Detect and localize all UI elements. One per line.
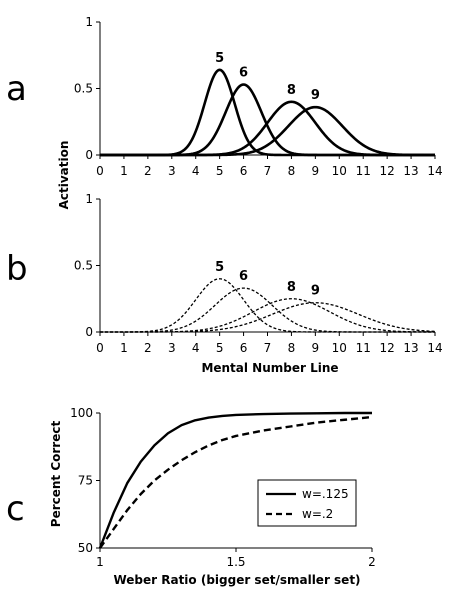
x-tick-label: 6 [240, 164, 248, 178]
curve-label-9: 9 [311, 284, 320, 299]
curve-5 [100, 68, 435, 157]
y-tick-label: 1 [85, 192, 93, 206]
weber-ratio-axis-title: Weber Ratio (bigger set/smaller set) [113, 573, 360, 587]
x-tick-label: 0 [96, 164, 104, 178]
curve-8 [100, 298, 435, 333]
panel-a-letter: a [6, 69, 27, 109]
x-tick-label: 4 [192, 341, 200, 355]
curve-label-5: 5 [215, 260, 224, 275]
curve-label-9: 9 [311, 88, 320, 103]
x-tick-label: 7 [264, 341, 272, 355]
y-tick-label: 50 [78, 541, 93, 555]
curve-label-6: 6 [239, 269, 248, 284]
x-tick-label: 2 [368, 555, 376, 569]
x-tick-label: 2 [144, 164, 152, 178]
x-tick-label: 3 [168, 164, 176, 178]
x-tick-label: 12 [380, 341, 395, 355]
legend-box [257, 479, 357, 527]
x-tick-label: 5 [216, 164, 224, 178]
x-tick-label: 11 [356, 164, 371, 178]
x-tick-label: 6 [240, 341, 248, 355]
x-tick-label: 5 [216, 341, 224, 355]
curve-label-8: 8 [287, 280, 296, 295]
y-tick-label: 100 [70, 406, 93, 420]
x-tick-label: 14 [427, 164, 442, 178]
curve-9 [100, 105, 435, 157]
x-tick-label: 11 [356, 341, 371, 355]
x-tick-label: 13 [403, 341, 418, 355]
legend-entry: w=.125 [302, 487, 349, 501]
x-tick-label: 1.5 [226, 555, 245, 569]
x-tick-label: 1 [96, 555, 104, 569]
y-tick-label: 0.5 [74, 259, 93, 273]
y-tick-label: 0 [85, 325, 93, 339]
x-tick-label: 13 [403, 164, 418, 178]
curve-9 [100, 302, 436, 333]
legend-entry: w=.2 [302, 507, 333, 521]
activation-axis-title: Activation [57, 141, 71, 210]
panel-c-letter: c [6, 489, 25, 529]
percent-correct-axis-title: Percent Correct [49, 421, 63, 528]
curve-6 [100, 287, 435, 333]
x-tick-label: 1 [120, 341, 128, 355]
x-tick-label: 1 [120, 164, 128, 178]
x-tick-label: 14 [427, 341, 442, 355]
series-line-1 [98, 411, 372, 549]
x-tick-label: 8 [288, 164, 296, 178]
x-tick-label: 2 [144, 341, 152, 355]
series-line-2 [99, 415, 373, 549]
x-tick-label: 12 [380, 164, 395, 178]
x-tick-label: 9 [312, 341, 320, 355]
panel-b-letter: b [6, 249, 28, 289]
legend: w=.125 w=.2 [257, 479, 357, 527]
x-tick-label: 10 [332, 164, 347, 178]
y-tick-label: 75 [78, 474, 93, 488]
curve-label-8: 8 [287, 83, 296, 98]
y-tick-label: 0 [85, 148, 93, 162]
y-tick-label: 0.5 [74, 82, 93, 96]
x-tick-label: 4 [192, 164, 200, 178]
x-tick-label: 10 [332, 341, 347, 355]
curve-label-5: 5 [215, 51, 224, 66]
x-tick-label: 9 [312, 164, 320, 178]
y-tick-label: 1 [85, 15, 93, 29]
panel-c: 50 75 100 1 1.5 2 w=.125 w=.2 [70, 406, 376, 569]
x-tick-label: 3 [168, 341, 176, 355]
curve-label-6: 6 [239, 66, 248, 81]
x-tick-label: 7 [264, 164, 272, 178]
x-tick-label: 8 [288, 341, 296, 355]
x-tick-label: 0 [96, 341, 104, 355]
mental-number-line-axis-title: Mental Number Line [201, 361, 338, 375]
